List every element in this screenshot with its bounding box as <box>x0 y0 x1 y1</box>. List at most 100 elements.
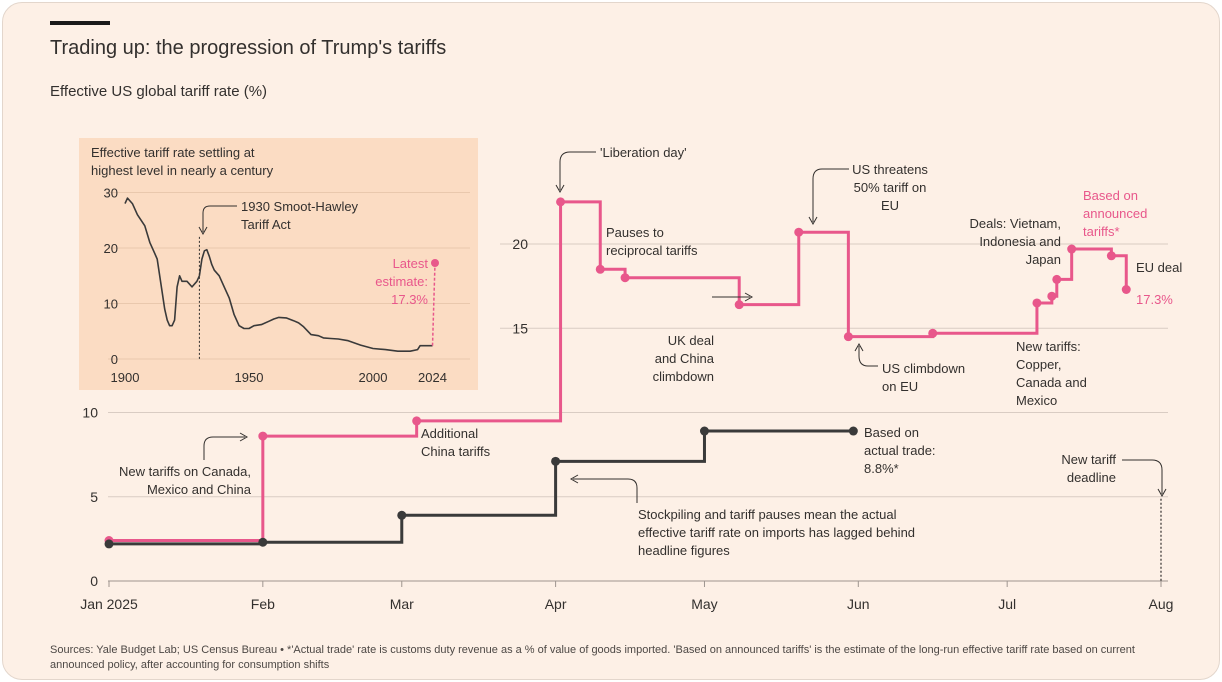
annotation-deals-line-2: Indonesia and <box>979 234 1061 249</box>
arrow-head <box>239 432 249 442</box>
annotation-new-deadline-line-2: deadline <box>1067 470 1116 485</box>
data-point-announced <box>928 328 938 338</box>
chart-title: Trading up: the progression of Trump's t… <box>50 37 447 59</box>
chart-subtitle: Effective US global tariff rate (%) <box>50 83 268 100</box>
annotation-arrow <box>573 478 638 503</box>
annotation-stockpiling-line-2: effective tariff rate on imports has lag… <box>638 525 915 540</box>
annotation-new-tariffs-copper-line-1: New tariffs: <box>1016 339 1081 354</box>
data-point-announced <box>556 197 566 207</box>
annotation-us-threatens-line-1: US threatens <box>852 162 928 177</box>
annotation-new-tariffs-canada-line-1: New tariffs on Canada, <box>119 464 251 479</box>
annotation-arrow <box>202 205 237 232</box>
x-tick-label: Jan 2025 <box>80 596 138 612</box>
arrow-head <box>1157 488 1167 498</box>
data-point-announced <box>1052 274 1062 284</box>
data-point-announced <box>1106 251 1116 261</box>
data-point-actual <box>397 510 407 520</box>
x-tick-label: May <box>691 596 717 612</box>
inset-y-tick-label: 20 <box>104 241 118 256</box>
inset-annotation-smoot-line-1: 1930 Smoot-Hawley <box>241 199 359 214</box>
annotation-us-threatens-line-3: EU <box>881 198 899 213</box>
data-point-announced <box>1121 284 1131 294</box>
chart-footer-sources: Sources: Yale Budget Lab; US Census Bure… <box>50 644 1135 671</box>
y-tick-label: 5 <box>90 489 98 505</box>
brand-rule <box>50 21 110 25</box>
data-point-announced <box>412 416 422 426</box>
annotation-additional-china-line-1: Additional <box>421 426 478 441</box>
inset-x-tick-label: 2024 <box>418 370 447 385</box>
y-tick-label: 20 <box>512 236 528 252</box>
inset-x-tick-label: 1900 <box>111 370 140 385</box>
x-tick-label: Feb <box>251 596 275 612</box>
x-tick-label: Aug <box>1149 596 1174 612</box>
annotation-new-tariffs-copper-line-4: Mexico <box>1016 393 1057 408</box>
inset-y-tick-label: 10 <box>104 297 118 312</box>
annotation-additional-china-line-2: China tariffs <box>421 444 491 459</box>
annotation-new-tariffs-copper-line-3: Canada and <box>1016 375 1087 390</box>
inset-latest-point <box>431 258 439 267</box>
x-tick-label: Apr <box>545 596 567 612</box>
annotation-stockpiling-line-3: headline figures <box>638 543 730 558</box>
annotation-based-on-actual-line-2: actual trade: <box>864 443 936 458</box>
x-tick-label: Jun <box>847 596 870 612</box>
data-point-announced <box>794 227 804 237</box>
inset-title-line-2: highest level in nearly a century <box>91 163 274 178</box>
inset-annotation-latest-line-1: Latest <box>393 256 429 271</box>
inset-title-line-1: Effective tariff rate settling at <box>91 145 255 160</box>
annotation-last-value: 17.3% <box>1136 292 1173 307</box>
data-point-actual <box>551 456 561 466</box>
series-line-announced <box>109 200 1128 543</box>
annotation-arrow <box>1122 459 1163 494</box>
y-tick-label: 0 <box>90 573 98 589</box>
data-point-actual <box>258 537 268 547</box>
annotation-uk-deal-line-2: and China <box>655 351 715 366</box>
annotation-based-on-announced-line-1: Based on <box>1083 188 1138 203</box>
annotation-based-on-announced-line-2: announced <box>1083 206 1147 221</box>
annotation-based-on-announced-line-3: tariffs* <box>1083 224 1120 239</box>
inset-annotation-smoot-line-2: Tariff Act <box>241 217 291 232</box>
annotation-us-climbdown-line-2: on EU <box>882 379 918 394</box>
data-point-announced <box>620 273 630 283</box>
arrow-head <box>569 474 579 484</box>
annotation-us-threatens-line-2: 50% tariff on <box>854 180 927 195</box>
inset-panel <box>79 138 478 390</box>
annotation-uk-deal-line-1: UK deal <box>668 333 714 348</box>
annotation-arrow <box>203 436 245 460</box>
arrow-head <box>854 342 864 352</box>
y-tick-label: 10 <box>82 405 98 421</box>
data-point-announced <box>1067 244 1077 254</box>
annotation-arrow <box>812 168 849 222</box>
data-point-announced <box>1032 298 1042 308</box>
annotation-liberation-day-line-1: 'Liberation day' <box>600 145 687 160</box>
inset-series-latest <box>431 262 436 346</box>
annotation-deals-line-3: Japan <box>1026 252 1061 267</box>
annotation-new-tariffs-canada-line-2: Mexico and China <box>147 482 252 497</box>
inset-y-tick-label: 30 <box>104 186 118 201</box>
annotation-based-on-actual-line-1: Based on <box>864 425 919 440</box>
inset-x-tick-label: 2000 <box>359 370 388 385</box>
data-point-announced <box>734 300 744 310</box>
data-point-announced <box>1047 291 1057 301</box>
arrow-head <box>555 184 565 194</box>
data-point-actual <box>104 539 114 549</box>
inset-annotation-latest-line-2: estimate: <box>375 274 428 289</box>
annotation-deals-line-1: Deals: Vietnam, <box>969 216 1061 231</box>
annotation-arrow <box>858 346 878 367</box>
annotation-arrow <box>559 151 596 190</box>
annotation-based-on-actual-line-3: 8.8%* <box>864 461 899 476</box>
arrow-head <box>808 216 818 226</box>
annotation-stockpiling-line-1: Stockpiling and tariff pauses mean the a… <box>638 507 897 522</box>
x-tick-label: Jul <box>998 596 1016 612</box>
data-point-actual <box>699 426 709 436</box>
y-tick-label: 15 <box>512 320 528 336</box>
annotation-new-tariffs-copper-line-2: Copper, <box>1016 357 1062 372</box>
data-point-announced <box>843 332 853 342</box>
inset-x-tick-label: 1950 <box>235 370 264 385</box>
inset-y-tick-label: 0 <box>111 352 118 367</box>
annotation-uk-deal-line-3: climbdown <box>653 369 714 384</box>
data-point-announced <box>258 431 268 441</box>
inset-annotation-latest-line-3: 17.3% <box>391 292 428 307</box>
annotation-pauses-line-2: reciprocal tariffs <box>606 243 698 258</box>
annotation-eu-deal: EU deal <box>1136 260 1182 275</box>
